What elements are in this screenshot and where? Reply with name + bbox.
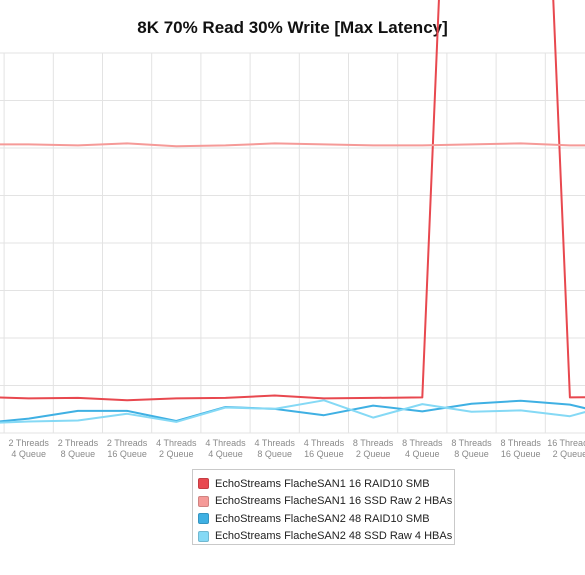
legend-label: EchoStreams FlacheSAN1 16 RAID10 SMB: [215, 477, 430, 490]
legend-swatch: [198, 513, 209, 525]
x-tick-label: 8 Threads 8 Queue: [451, 438, 492, 459]
x-tick-label: 2 Threads 4 Queue: [9, 438, 50, 459]
x-tick-label: 4 Threads 4 Queue: [205, 438, 246, 459]
series-line: [0, 399, 585, 424]
x-tick-label: 2 Threads 8 Queue: [58, 438, 99, 459]
series-line: [0, 0, 585, 402]
x-tick-label: 8 Threads 4 Queue: [402, 438, 443, 459]
x-tick-label: 4 Threads 2 Queue: [156, 438, 197, 459]
legend-swatch: [198, 530, 209, 542]
series-lines: [0, 0, 585, 424]
legend: EchoStreams FlacheSAN1 16 RAID10 SMB Echo…: [192, 469, 455, 545]
legend-swatch: [198, 478, 209, 490]
legend-swatch: [198, 495, 209, 507]
legend-item[interactable]: EchoStreams FlacheSAN2 48 SSD Raw 4 HBAs: [198, 528, 454, 546]
legend-item[interactable]: EchoStreams FlacheSAN1 16 SSD Raw 2 HBAs: [198, 493, 454, 511]
x-tick-label: 4 Threads 8 Queue: [255, 438, 296, 459]
chart-title: 8K 70% Read 30% Write [Max Latency]: [137, 18, 448, 37]
legend-label: EchoStreams FlacheSAN2 48 SSD Raw 4 HBAs: [215, 530, 453, 543]
legend-item[interactable]: EchoStreams FlacheSAN2 48 RAID10 SMB: [198, 510, 454, 528]
legend-label: EchoStreams FlacheSAN1 16 SSD Raw 2 HBAs: [215, 495, 453, 508]
grid: [0, 52, 585, 434]
legend-item[interactable]: EchoStreams FlacheSAN1 16 RAID10 SMB: [198, 475, 454, 493]
legend-label: EchoStreams FlacheSAN2 48 RAID10 SMB: [215, 512, 430, 525]
x-tick-label: 4 Threads 16 Queue: [304, 438, 345, 459]
x-tick-label: 2 Threads 16 Queue: [107, 438, 148, 459]
series-line: [0, 399, 585, 423]
series-line: [0, 142, 585, 148]
x-tick-label: 8 Threads 2 Queue: [353, 438, 394, 459]
x-tick-label: 8 Threads 16 Queue: [501, 438, 542, 459]
